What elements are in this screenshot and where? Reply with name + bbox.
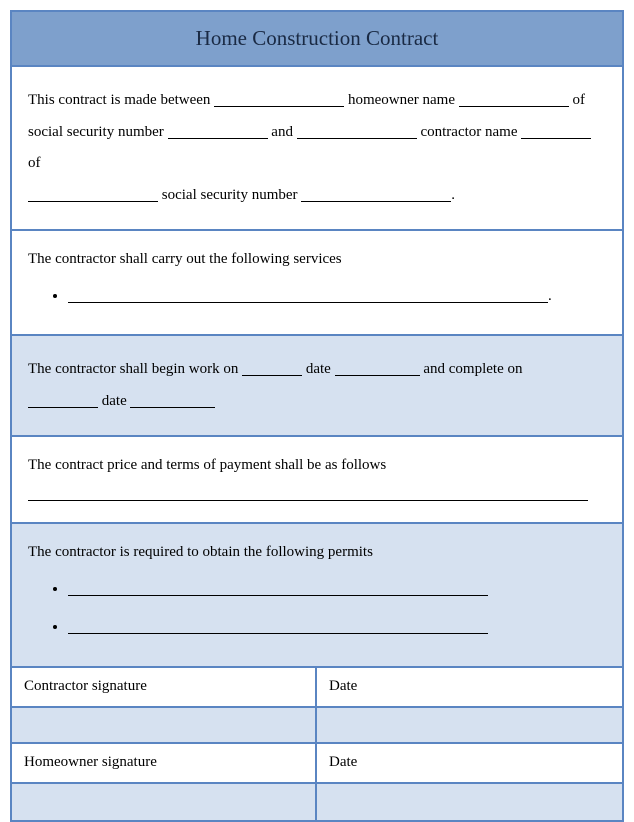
list-item — [68, 575, 606, 604]
section-permits: The contractor is required to obtain the… — [12, 524, 622, 668]
services-text: The contractor shall carry out the follo… — [28, 251, 342, 267]
blank-contractor-name-pre[interactable] — [297, 124, 417, 139]
homeowner-date-label: Date — [317, 744, 622, 784]
schedule-text-3: and complete on — [423, 361, 522, 377]
permits-list — [28, 575, 606, 642]
blank-permit-item-1[interactable] — [68, 581, 488, 596]
section-services: The contractor shall carry out the follo… — [12, 231, 622, 336]
permits-text: The contractor is required to obtain the… — [28, 544, 373, 560]
document-container: Home Construction Contract This contract… — [10, 10, 624, 822]
blank-permit-item-2[interactable] — [68, 619, 488, 634]
schedule-text-4: date — [102, 393, 127, 409]
price-text: The contract price and terms of payment … — [28, 457, 386, 473]
homeowner-date-field[interactable] — [317, 784, 622, 820]
blank-start-date[interactable] — [335, 361, 420, 376]
schedule-text-1: The contractor shall begin work on — [28, 361, 238, 377]
intro-text-7: of — [28, 155, 41, 171]
contractor-date-label: Date — [317, 668, 622, 708]
contractor-date-field[interactable] — [317, 708, 622, 744]
document-title: Home Construction Contract — [12, 12, 622, 67]
intro-text-8: social security number — [162, 187, 298, 203]
section-price: The contract price and terms of payment … — [12, 437, 622, 524]
section-schedule: The contractor shall begin work on date … — [12, 336, 622, 437]
services-bullet-trail: . — [548, 288, 552, 304]
signature-grid: Contractor signature Date Homeowner sign… — [12, 668, 622, 820]
blank-homeowner-ssn[interactable] — [168, 124, 268, 139]
blank-end-date[interactable] — [130, 393, 215, 408]
homeowner-signature-label: Homeowner signature — [12, 744, 317, 784]
blank-end-date-pre[interactable] — [28, 393, 98, 408]
intro-text-6: contractor name — [420, 124, 517, 140]
intro-text-5: and — [271, 124, 293, 140]
intro-period: . — [451, 187, 455, 203]
contractor-signature-field[interactable] — [12, 708, 317, 744]
intro-text-3: of — [572, 92, 585, 108]
blank-service-item[interactable] — [68, 288, 548, 303]
schedule-text-2: date — [306, 361, 331, 377]
blank-contractor-ssn[interactable] — [301, 187, 451, 202]
services-list: . — [28, 282, 606, 311]
blank-homeowner-name-pre[interactable] — [214, 92, 344, 107]
blank-start-date-pre[interactable] — [242, 361, 302, 376]
list-item: . — [68, 282, 606, 311]
intro-text-1: This contract is made between — [28, 92, 210, 108]
contractor-signature-label: Contractor signature — [12, 668, 317, 708]
intro-text-2: homeowner name — [348, 92, 455, 108]
homeowner-signature-field[interactable] — [12, 784, 317, 820]
intro-text-4: social security number — [28, 124, 164, 140]
list-item — [68, 613, 606, 642]
blank-contractor-of[interactable] — [28, 187, 158, 202]
section-parties: This contract is made between homeowner … — [12, 67, 622, 231]
blank-contractor-name[interactable] — [521, 124, 591, 139]
blank-price-terms[interactable] — [28, 486, 588, 501]
blank-homeowner-name[interactable] — [459, 92, 569, 107]
